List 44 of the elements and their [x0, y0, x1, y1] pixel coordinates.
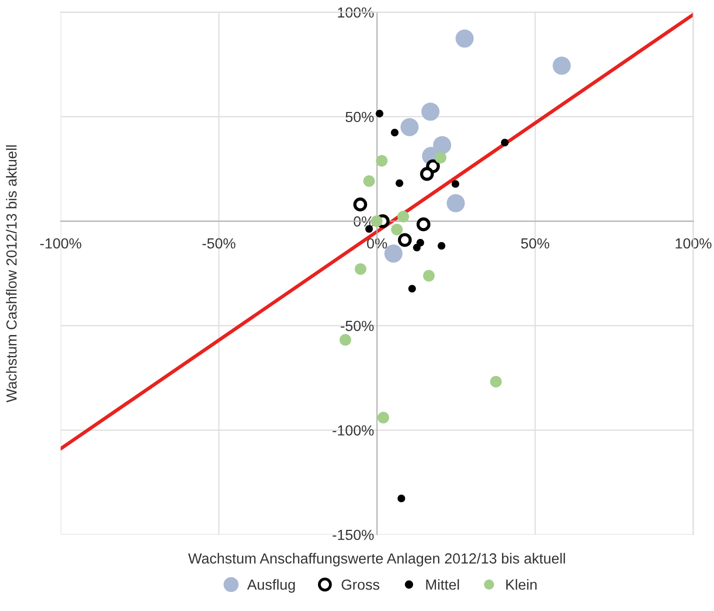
point — [434, 152, 446, 164]
legend-label: Ausflug — [247, 579, 295, 593]
point — [398, 494, 406, 502]
point — [500, 138, 509, 146]
point — [340, 334, 352, 346]
point — [363, 175, 375, 187]
point — [408, 284, 416, 292]
x-tick-label: 50% — [521, 238, 550, 249]
point — [398, 233, 412, 247]
y-tick-label: -150% — [332, 530, 374, 540]
point — [390, 128, 399, 136]
y-tick-label: -50% — [340, 320, 374, 332]
y-tick-label: -100% — [332, 425, 374, 436]
legend-label: Mittel — [426, 579, 459, 590]
point — [438, 242, 446, 250]
point — [552, 56, 571, 75]
point — [354, 263, 366, 275]
point — [452, 180, 460, 188]
x-tick-label: 0% — [367, 238, 388, 249]
x-axis-title: Wachstum Anschaffungswerte Anlagen 2012/13 bis aktuell — [188, 552, 565, 567]
x-tick-label: 100% — [676, 238, 712, 249]
point — [391, 224, 403, 236]
point — [376, 110, 384, 118]
y-tick-label: 50% — [346, 112, 374, 122]
x-tick-label: -100% — [40, 238, 82, 249]
x-tick-label: -50% — [202, 238, 236, 249]
point — [396, 179, 404, 187]
point — [446, 194, 465, 212]
legend-label: Klein — [506, 579, 537, 590]
point — [397, 210, 410, 222]
point — [420, 167, 434, 181]
point — [413, 244, 421, 252]
point — [423, 270, 435, 282]
point — [378, 412, 390, 424]
point — [353, 198, 368, 212]
point — [421, 102, 440, 121]
y-axis-title: Wachstum Cashflow 2012/13 bis aktuell — [6, 145, 17, 402]
point — [416, 217, 430, 232]
legend-label: Gross — [342, 579, 380, 590]
point — [400, 118, 419, 136]
point — [456, 29, 474, 48]
point — [376, 154, 388, 167]
point — [433, 136, 452, 154]
point — [490, 376, 502, 388]
